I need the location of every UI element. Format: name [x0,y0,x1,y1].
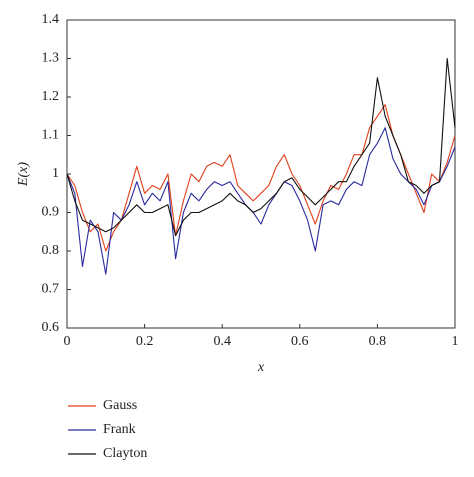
x-tick-label: 0 [64,334,71,349]
y-tick-label: 0.6 [42,320,60,335]
y-tick-label: 0.7 [42,282,60,297]
y-tick-label: 1.4 [42,12,60,27]
x-tick-label: 0.6 [291,334,309,349]
x-axis-label: x [257,360,265,375]
x-tick-label: 0.4 [213,334,231,349]
legend-label: Frank [103,422,136,437]
y-tick-label: 0.9 [42,205,60,220]
series-line [66,127,456,275]
plot-frame [66,19,456,329]
x-tick-label: 0.8 [369,334,387,349]
y-tick-label: 1.1 [42,128,60,143]
y-tick-label: 1.2 [42,89,60,104]
x-tick-label: 1 [452,334,459,349]
x-tick-label: 0.2 [136,334,154,349]
y-tick-label: 1 [52,166,59,181]
series-line [66,104,456,252]
y-tick-label: 1.3 [42,51,60,66]
legend-label: Gauss [103,398,137,413]
y-tick-label: 0.8 [42,243,60,258]
y-axis-label: E(x) [16,162,31,187]
series-line [66,57,456,237]
legend-label: Clayton [103,446,147,461]
